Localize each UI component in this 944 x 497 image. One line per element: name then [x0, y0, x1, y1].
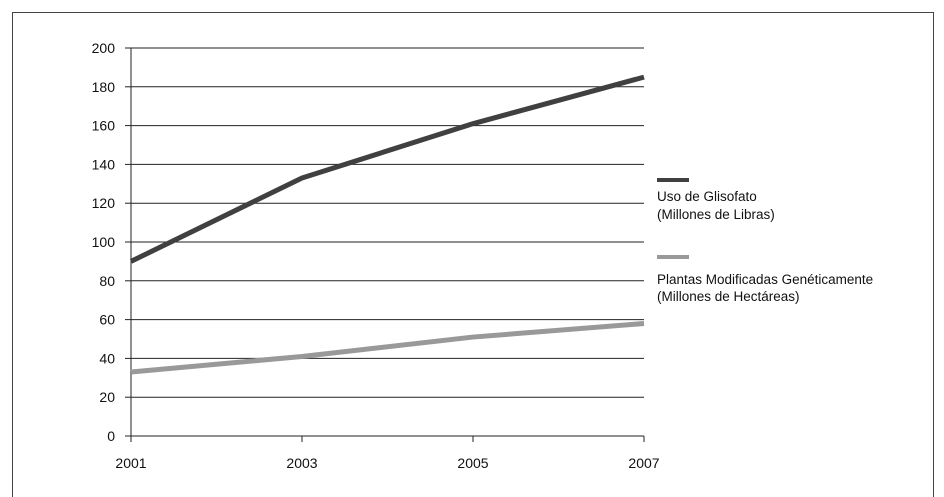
y-tick-label-0: 0 — [107, 428, 115, 444]
y-tick-label-40: 40 — [99, 350, 115, 366]
y-axis-ticks: 0 20 40 60 80 100 120 140 160 180 200 — [92, 40, 131, 444]
legend: Uso de Glisofato (Millones de Libras) Pl… — [657, 178, 873, 304]
x-tick-label-2001: 2001 — [115, 455, 146, 471]
x-axis-ticks: 2001 2003 2005 2007 — [115, 436, 660, 471]
y-tick-label-20: 20 — [99, 389, 115, 405]
legend-item-glisofato: Uso de Glisofato (Millones de Libras) — [657, 178, 775, 222]
y-tick-label-60: 60 — [99, 312, 115, 328]
gridlines — [131, 47, 644, 398]
series-line-plantas — [130, 320, 645, 375]
x-tick-label-2005: 2005 — [457, 455, 488, 471]
y-tick-label-180: 180 — [92, 79, 116, 95]
y-tick-label-100: 100 — [92, 234, 116, 250]
legend-label-glisofato-line2: (Millones de Libras) — [657, 207, 775, 222]
y-tick-label-120: 120 — [92, 195, 116, 211]
y-tick-label-140: 140 — [92, 156, 116, 172]
series-lines — [129, 74, 645, 375]
legend-label-glisofato-line1: Uso de Glisofato — [657, 189, 757, 204]
x-tick-label-2007: 2007 — [628, 455, 659, 471]
y-tick-label-160: 160 — [92, 118, 116, 134]
legend-item-plantas: Plantas Modificadas Genéticamente (Millo… — [657, 255, 873, 304]
series-line-glisofato — [129, 74, 645, 264]
y-tick-label-200: 200 — [92, 40, 116, 56]
chart-frame — [12, 12, 934, 497]
legend-label-plantas-line2: (Millones de Hectáreas) — [657, 289, 800, 304]
y-tick-label-80: 80 — [99, 273, 115, 289]
x-tick-label-2003: 2003 — [286, 455, 317, 471]
legend-label-plantas-line1: Plantas Modificadas Genéticamente — [657, 272, 873, 287]
